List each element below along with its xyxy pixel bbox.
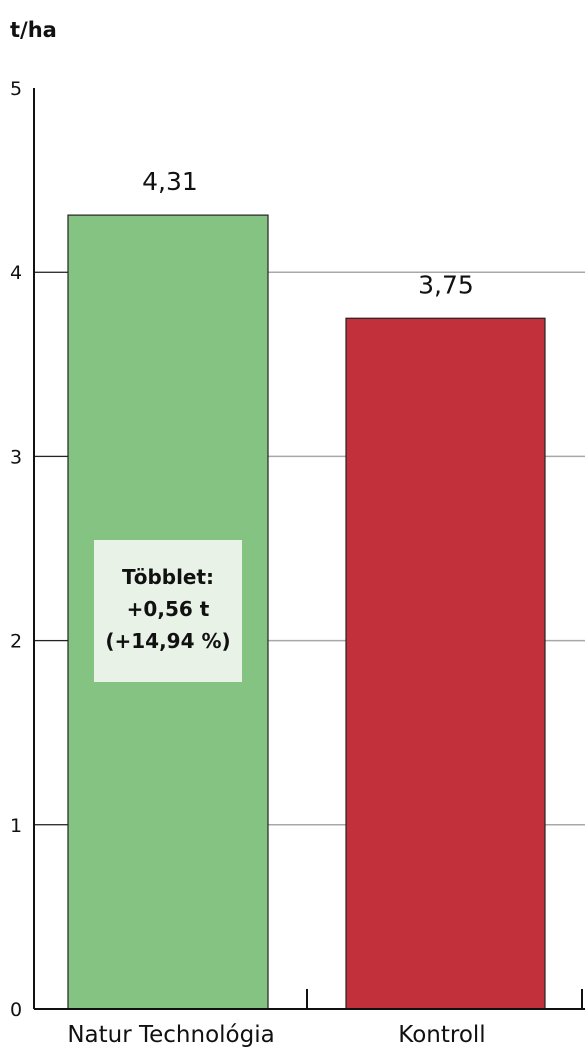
value-labels: 4,31 3,75 <box>142 167 474 299</box>
value-label: 4,31 <box>142 167 198 196</box>
annotation-line: (+14,94 %) <box>105 629 230 653</box>
y-tick-labels: 0 1 2 3 4 5 <box>10 78 22 1021</box>
y-tick-label: 2 <box>10 631 22 653</box>
y-axis-label: t/ha <box>10 18 57 42</box>
y-tick-label: 1 <box>10 815 22 837</box>
y-tick-label: 5 <box>10 78 22 100</box>
category-label: Natur Technológia <box>67 1022 274 1048</box>
annotation-box <box>94 540 242 682</box>
y-tick-label: 4 <box>10 262 22 284</box>
annotation-line: Többlet: <box>122 565 214 589</box>
y-tick-label: 3 <box>10 446 22 468</box>
category-labels: Natur Technológia Kontroll <box>67 1022 485 1048</box>
y-tick-label: 0 <box>10 999 22 1021</box>
annotation-line: +0,56 t <box>127 597 210 621</box>
bar <box>345 317 546 1010</box>
axes <box>33 88 585 1010</box>
surplus-annotation: Többlet: +0,56 t (+14,94 %) <box>94 540 242 682</box>
category-label: Kontroll <box>398 1022 485 1048</box>
value-label: 3,75 <box>418 270 474 299</box>
